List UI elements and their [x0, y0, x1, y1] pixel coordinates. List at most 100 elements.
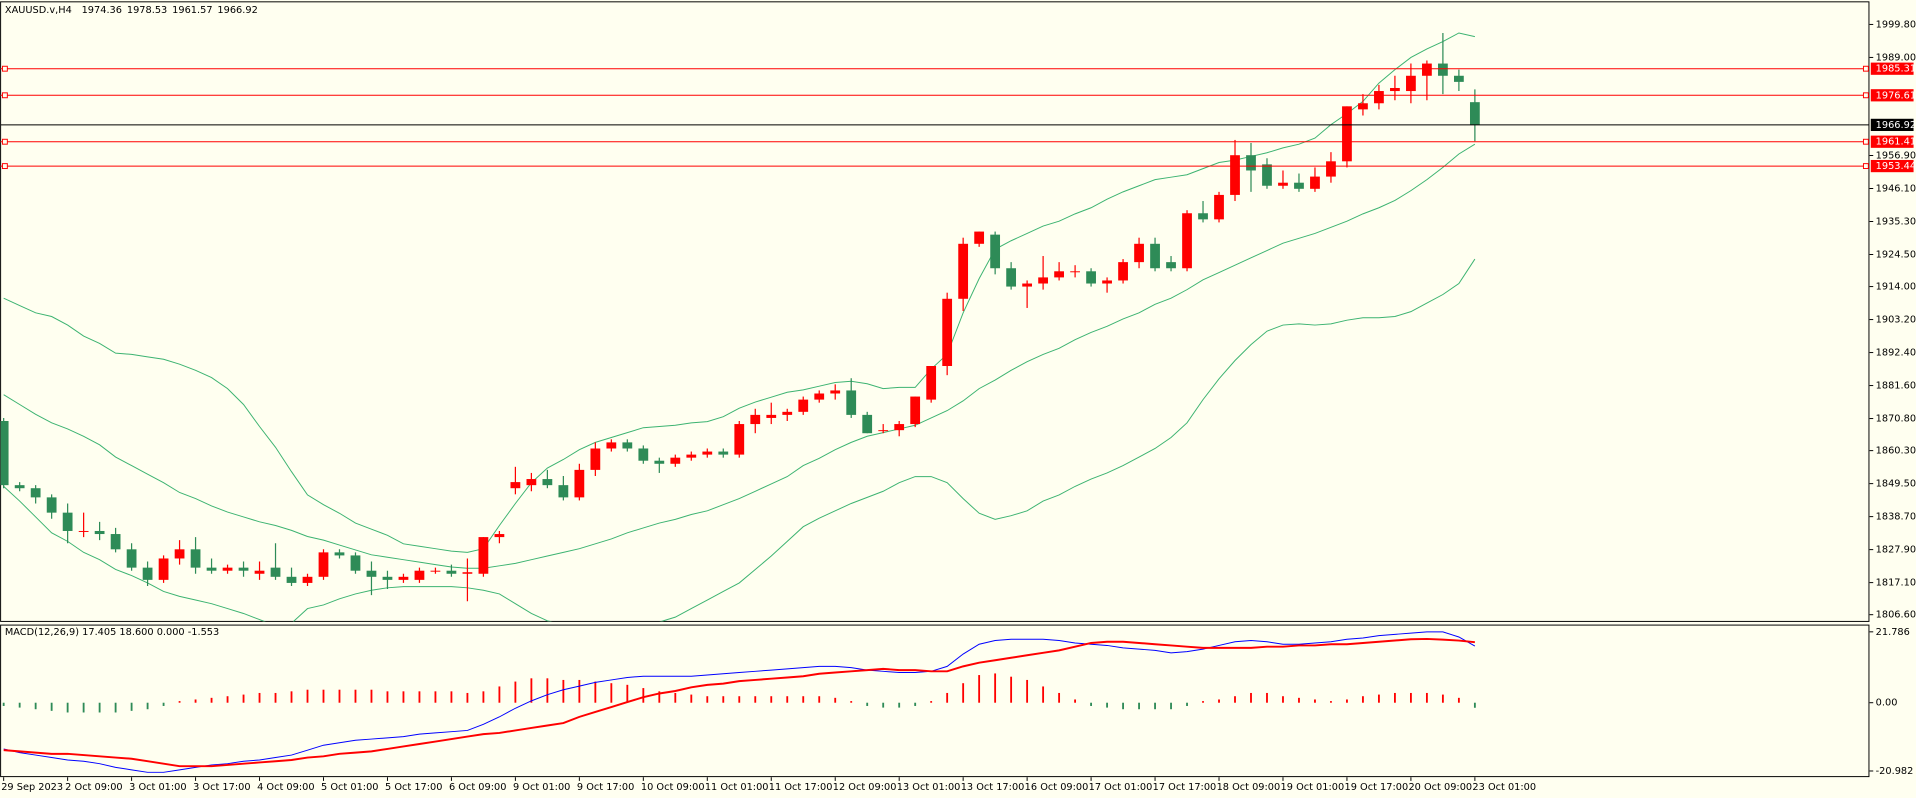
candle-body — [1469, 102, 1480, 125]
macd-bar — [1457, 697, 1460, 703]
macd-bar — [450, 691, 453, 703]
candle-body — [686, 454, 697, 458]
macd-bar — [210, 697, 213, 703]
macd-bar — [626, 684, 629, 703]
macd-bar — [1074, 699, 1077, 703]
macd-bar — [146, 702, 149, 710]
macd-bar — [258, 692, 261, 703]
macd-bar — [578, 679, 581, 703]
macd-bar — [1330, 701, 1332, 703]
candle-body — [334, 552, 345, 556]
macd-bar — [1234, 696, 1236, 703]
candle-body — [430, 570, 441, 572]
macd-bar — [338, 689, 341, 703]
macd-bar — [722, 696, 725, 703]
macd-bar — [738, 696, 741, 703]
header-close: 1966.92 — [217, 5, 257, 16]
candle-body — [1230, 155, 1240, 195]
candle-body — [782, 411, 793, 415]
macd-bar — [18, 702, 21, 708]
y-tick-label: 1881.60 — [1876, 381, 1916, 392]
price-label-box — [1870, 118, 1914, 132]
candle-body — [142, 567, 153, 580]
macd-bar — [1010, 676, 1013, 703]
candle-body — [1102, 280, 1112, 284]
candle-body — [750, 414, 761, 425]
candle-body — [830, 390, 841, 394]
candle-body — [974, 231, 985, 244]
candle-body — [702, 451, 713, 455]
x-tick-label: 3 Oct 01:00 — [129, 782, 186, 793]
macd-bar — [1218, 699, 1220, 703]
candle-body — [222, 567, 233, 571]
level-marker — [1862, 138, 1869, 145]
macd-bar — [1266, 692, 1268, 703]
macd-bar — [34, 702, 37, 710]
x-tick-label: 13 Oct 01:00 — [897, 782, 961, 793]
macd-frame — [0, 624, 1870, 778]
macd-bar — [418, 691, 421, 703]
y-tick-label: 1924.50 — [1876, 249, 1916, 260]
candle-body — [366, 570, 377, 577]
candle-body — [62, 512, 73, 531]
macd-bar — [1186, 702, 1188, 706]
candle-body — [1262, 164, 1272, 186]
x-tick-label: 2 Oct 09:00 — [65, 782, 122, 793]
level-marker — [1862, 163, 1869, 170]
chart-header: XAUUSD.v,H4 1974.36 1978.53 1961.57 1966.92 — [5, 5, 258, 16]
macd-bar — [658, 691, 661, 703]
level-label-box — [1870, 135, 1914, 148]
candle-body — [590, 448, 601, 470]
candle-body — [174, 549, 185, 559]
x-tick-label: 10 Oct 09:00 — [641, 782, 705, 793]
candle-body — [1406, 75, 1416, 92]
candle-body — [670, 457, 681, 464]
candle-body — [622, 442, 633, 449]
band-upper — [3, 32, 1475, 553]
candle-body — [814, 393, 825, 400]
x-tick-label: 9 Oct 01:00 — [513, 782, 570, 793]
x-tick-label: 17 Oct 17:00 — [1153, 782, 1217, 793]
macd-bar — [1202, 701, 1204, 703]
header-open: 1974.36 — [82, 5, 122, 16]
macd-bar — [370, 689, 373, 703]
macd-bar — [354, 689, 357, 703]
candle-body — [1182, 213, 1192, 269]
macd-bar — [178, 701, 181, 703]
macd-bar — [690, 694, 693, 703]
macd-bar — [82, 702, 85, 713]
header-high: 1978.53 — [127, 5, 167, 16]
symbol: XAUUSD.v,H4 — [5, 5, 72, 16]
macd-bar — [610, 683, 613, 703]
candle-body — [1006, 268, 1017, 287]
y-tick-label: 1860.30 — [1876, 446, 1916, 457]
macd-bar — [114, 702, 117, 713]
x-tick-label: 13 Oct 17:00 — [961, 782, 1025, 793]
macd-bar — [1378, 694, 1380, 703]
candle-body — [942, 298, 953, 367]
candle-body — [302, 576, 313, 583]
macd-bar — [770, 696, 773, 703]
candle-body — [1118, 262, 1128, 281]
candle-body — [478, 537, 489, 574]
macd-bar — [386, 691, 389, 703]
candle-body — [1166, 262, 1176, 269]
x-tick-label: 4 Oct 09:00 — [257, 782, 314, 793]
candle-body — [286, 576, 297, 583]
candle-body — [1358, 103, 1368, 110]
macd-bar — [1154, 702, 1156, 710]
candle-body — [1374, 91, 1384, 104]
x-tick-label: 5 Oct 01:00 — [321, 782, 378, 793]
candle-body — [638, 448, 649, 461]
macd-bar — [2, 702, 5, 706]
level-label-box — [1870, 89, 1914, 102]
macd-bar — [962, 683, 965, 703]
macd-bar — [978, 675, 981, 703]
candle-body — [574, 469, 585, 498]
candle-body — [542, 479, 553, 486]
x-tick-label: 12 Oct 09:00 — [833, 782, 897, 793]
candle-body — [14, 485, 25, 489]
macd-bar — [130, 702, 133, 711]
macd-bar — [1250, 692, 1252, 703]
